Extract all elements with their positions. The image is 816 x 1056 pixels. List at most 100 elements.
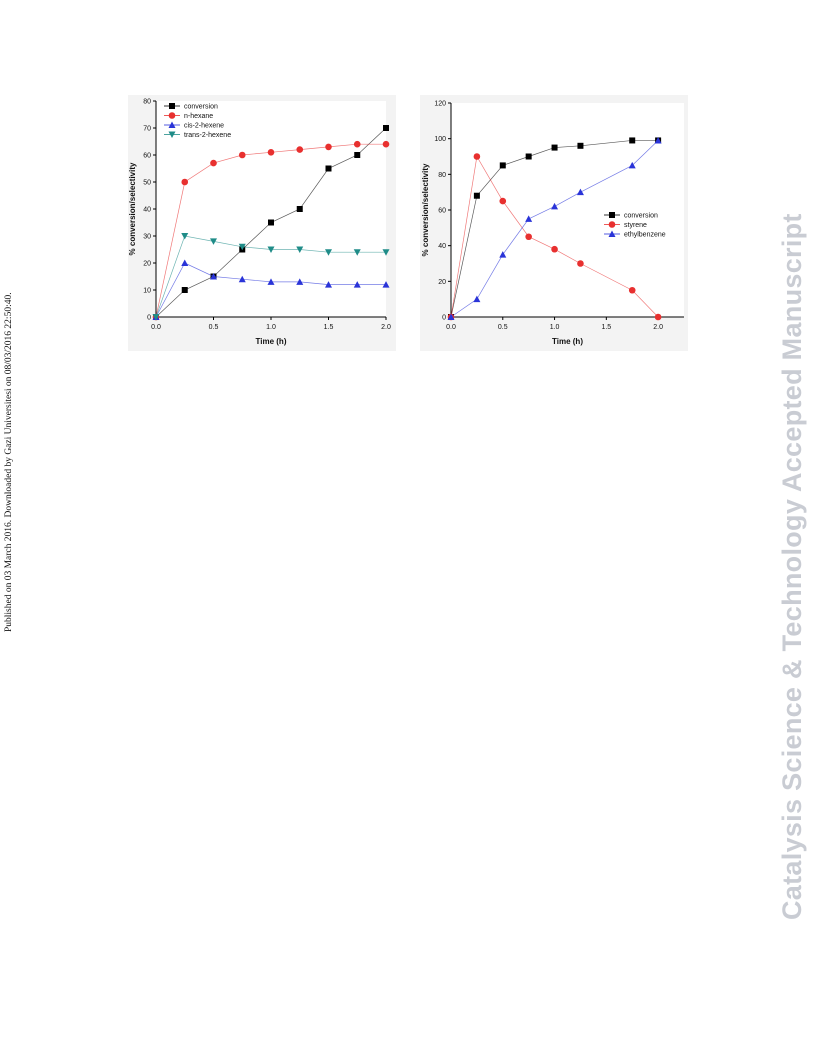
- data-point-conversion: [383, 125, 389, 131]
- data-point-styrene: [525, 233, 532, 241]
- data-point-trans-2-hexene: [238, 243, 246, 251]
- data-point-ethylbenzene: [628, 161, 636, 169]
- y-tick-label: 0: [442, 315, 446, 322]
- data-point-cis-2-hexene: [382, 281, 390, 288]
- data-point-ethylbenzene: [499, 251, 507, 258]
- x-tick-label: 0.5: [209, 324, 219, 331]
- y-tick-label: 80: [143, 99, 151, 106]
- data-point-ethylbenzene: [447, 313, 455, 320]
- data-point-cis-2-hexene: [181, 259, 189, 266]
- data-point-trans-2-hexene: [296, 246, 304, 253]
- legend-marker: [608, 221, 616, 228]
- data-point-styrene: [654, 313, 662, 321]
- legend-marker: [168, 121, 176, 128]
- y-tick-label: 40: [438, 243, 446, 250]
- data-point-n-hexane: [267, 149, 275, 156]
- data-point-styrene: [577, 260, 584, 267]
- data-point-conversion: [354, 152, 361, 158]
- y-tick-label: 40: [143, 207, 151, 214]
- legend-marker: [608, 230, 616, 237]
- data-point-cis-2-hexene: [296, 278, 304, 285]
- x-tick-label: 1.0: [266, 324, 276, 331]
- x-tick-label: 0.0: [151, 324, 161, 331]
- legend-label: cis-2-hexene: [184, 123, 224, 130]
- series-line-styrene: [450, 155, 659, 318]
- legend-label: trans-2-hexene: [184, 132, 231, 139]
- data-point-conversion: [473, 192, 480, 199]
- x-axis-title: Time (h): [552, 337, 583, 346]
- y-tick-label: 60: [438, 208, 446, 215]
- data-point-styrene: [551, 245, 558, 253]
- y-tick-label: 120: [434, 101, 446, 108]
- data-point-styrene: [499, 197, 507, 205]
- series-line-conversion: [450, 140, 659, 318]
- data-point-ethylbenzene: [473, 295, 481, 303]
- y-tick-label: 0: [147, 315, 151, 322]
- legend-label: conversion: [184, 104, 218, 111]
- y-tick-label: 20: [438, 279, 446, 286]
- data-point-trans-2-hexene: [181, 233, 189, 240]
- chart-styrene-svg: 0 20 40 60 80 100 120 0.0 0.5 1.0 1.5 2.0 Time (h) % …: [421, 101, 684, 346]
- data-point-ethylbenzene: [525, 215, 533, 222]
- chart-panel-hexene: 0 10 20 30 40 50 60 70 80 0.0 0.5 1.0 1.5 2.0 Time (h)…: [128, 95, 396, 351]
- data-point-conversion: [525, 153, 532, 160]
- legend-marker: [168, 131, 176, 138]
- legend-label: styrene: [624, 222, 647, 229]
- x-axis-title: Time (h): [256, 337, 287, 346]
- series-line-ethylbenzene: [450, 140, 659, 318]
- legend-marker: [168, 112, 176, 119]
- data-point-conversion: [181, 287, 188, 293]
- y-axis-title: % conversion/selectivity: [128, 162, 137, 255]
- y-tick-label: 20: [143, 261, 151, 268]
- chart-panel-styrene: 0 20 40 60 80 100 120 0.0 0.5 1.0 1.5 2.0 Time (h) % …: [420, 95, 688, 351]
- x-tick-label: 1.5: [601, 324, 611, 331]
- data-point-n-hexane: [325, 143, 332, 151]
- data-point-ethylbenzene: [576, 188, 584, 196]
- data-point-n-hexane: [353, 140, 361, 148]
- x-tick-label: 2.0: [653, 324, 663, 331]
- data-point-cis-2-hexene: [267, 278, 275, 285]
- data-point-cis-2-hexene: [325, 281, 332, 288]
- data-point-cis-2-hexene: [238, 275, 246, 283]
- plot-area: [451, 103, 684, 317]
- data-point-styrene: [473, 153, 481, 160]
- data-point-conversion: [551, 144, 558, 151]
- data-point-cis-2-hexene: [353, 281, 361, 288]
- data-point-trans-2-hexene: [152, 314, 160, 321]
- legend-marker: [609, 212, 615, 218]
- data-point-styrene: [628, 286, 636, 294]
- data-point-n-hexane: [181, 178, 189, 186]
- data-point-trans-2-hexene: [210, 238, 217, 245]
- x-tick-label: 2.0: [381, 324, 391, 331]
- data-point-n-hexane: [382, 140, 390, 148]
- data-point-conversion: [577, 142, 584, 149]
- data-point-trans-2-hexene: [353, 249, 361, 256]
- y-tick-label: 50: [143, 180, 151, 187]
- data-point-conversion: [296, 206, 303, 212]
- y-tick-label: 70: [143, 126, 151, 133]
- chart-hexene-svg: 0 10 20 30 40 50 60 70 80 0.0 0.5 1.0 1.5 2.0 Time (h)…: [128, 99, 391, 347]
- data-point-ethylbenzene: [551, 202, 559, 210]
- x-tick-label: 1.5: [324, 324, 334, 331]
- data-point-conversion: [325, 165, 332, 172]
- legend-label: n-hexane: [184, 113, 213, 120]
- x-tick-label: 0.0: [446, 324, 456, 331]
- y-tick-label: 80: [438, 172, 446, 179]
- legend-label: ethylbenzene: [624, 232, 666, 239]
- journal-watermark: Catalysis Science & Technology Accepted …: [777, 213, 807, 920]
- data-point-trans-2-hexene: [267, 246, 275, 253]
- data-point-conversion: [268, 219, 274, 226]
- y-tick-label: 30: [143, 234, 151, 241]
- data-point-trans-2-hexene: [382, 249, 390, 256]
- x-tick-label: 1.0: [550, 324, 560, 331]
- y-axis-title: % conversion/selectivity: [421, 163, 430, 256]
- data-point-n-hexane: [210, 159, 217, 167]
- data-point-ethylbenzene: [654, 136, 662, 144]
- legend-label: conversion: [624, 213, 658, 220]
- y-tick-label: 60: [143, 153, 151, 160]
- data-point-cis-2-hexene: [210, 273, 217, 280]
- y-tick-label: 10: [143, 288, 151, 295]
- legend-marker: [169, 103, 175, 109]
- x-tick-label: 0.5: [498, 324, 508, 331]
- download-notice: Published on 03 March 2016. Downloaded b…: [4, 292, 14, 632]
